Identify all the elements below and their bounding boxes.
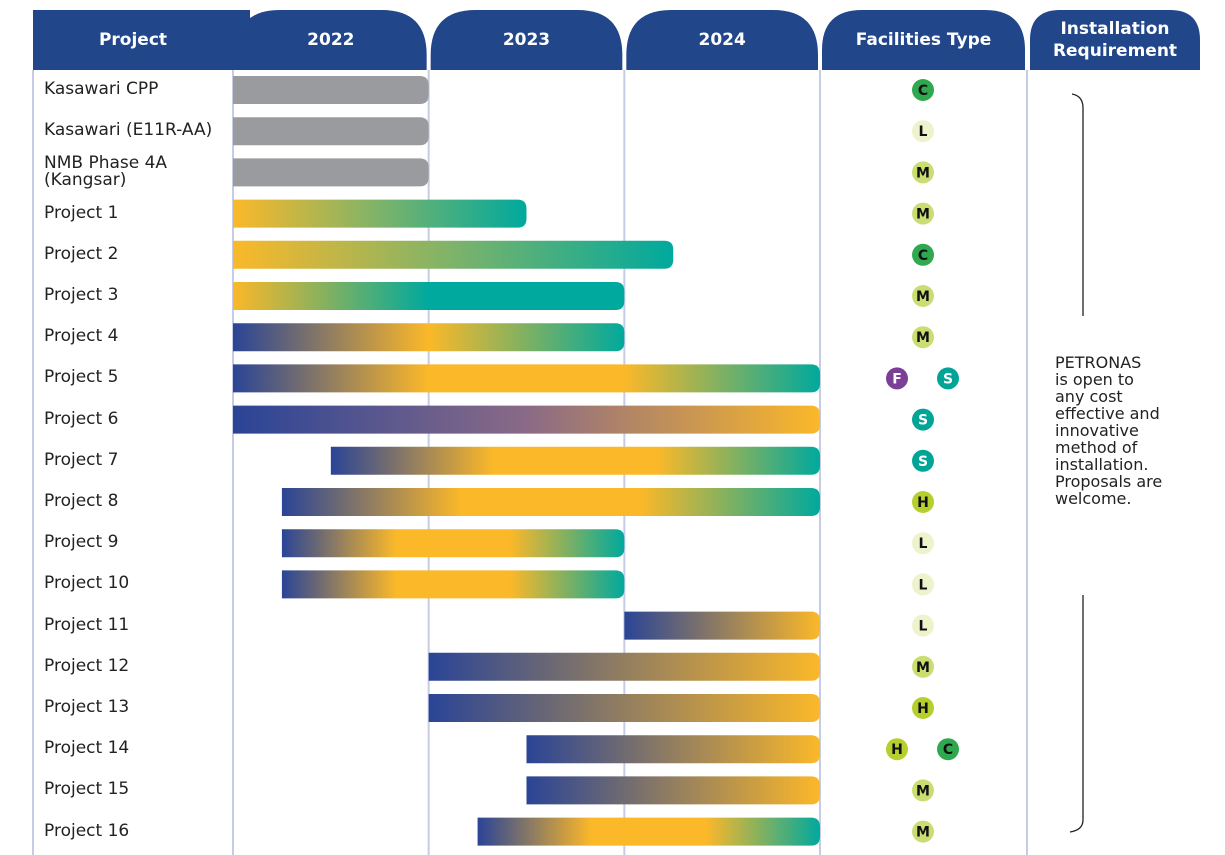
facility-badge <box>912 779 934 802</box>
bar <box>233 117 429 146</box>
bar <box>233 364 820 393</box>
bar <box>477 817 820 846</box>
bar <box>233 405 820 434</box>
facility-badge <box>886 738 908 761</box>
facility-letter: S <box>943 371 953 387</box>
bar <box>281 529 625 558</box>
facility-letter: H <box>917 701 929 717</box>
year-header: 2023 <box>502 30 551 50</box>
facility-badge <box>912 614 934 637</box>
brace <box>1069 93 1084 833</box>
facility-badge <box>912 202 934 225</box>
bar <box>330 446 820 475</box>
bar <box>281 570 625 599</box>
facility-letter: C <box>943 742 953 758</box>
project-name: Project 13 <box>44 697 130 717</box>
facility-letter: M <box>916 783 930 799</box>
project-name: Project 8 <box>44 491 119 511</box>
facility-letter: M <box>916 207 930 223</box>
project-name: Project 16 <box>44 820 130 841</box>
project-name: NMB Phase 4A (Kangsar) <box>44 153 168 191</box>
facility-badge <box>912 285 934 307</box>
facility-badge <box>912 491 934 513</box>
facility-badge <box>912 532 934 555</box>
facility-letter: M <box>916 289 930 305</box>
header-tab <box>430 10 623 70</box>
project-name: Project 12 <box>44 655 130 676</box>
project-name: Kasawari CPP <box>44 79 159 99</box>
facility-badge <box>912 573 934 596</box>
header-tab <box>1030 10 1200 70</box>
project-name: Project 5 <box>44 367 119 388</box>
facility-letter: M <box>916 330 930 346</box>
facility-badge <box>937 738 959 761</box>
facility-badge <box>937 367 959 390</box>
project-name: Project 2 <box>44 243 119 264</box>
bar <box>526 776 820 805</box>
header-tab <box>235 10 427 70</box>
facility-letter: L <box>919 124 928 140</box>
project-name: Project 4 <box>44 326 119 347</box>
project-name: Kasawari (E11R-AA) <box>44 120 213 141</box>
project-name: Project 11 <box>44 614 130 635</box>
facility-letter: H <box>917 495 929 511</box>
bar <box>233 240 674 269</box>
installation-note: PETRONAS is open to any cost effective a… <box>1055 353 1163 508</box>
facility-letter: C <box>918 248 928 264</box>
facility-letter: L <box>919 536 928 552</box>
year-header: 2024 <box>698 30 746 50</box>
facility-badge <box>912 243 934 266</box>
bar <box>233 199 527 228</box>
facility-letter: C <box>918 83 928 99</box>
facility-letter: M <box>916 660 930 676</box>
year-header: 2022 <box>307 30 355 50</box>
facility-badge <box>886 367 908 390</box>
facilities-header: Facilities Type <box>855 30 992 50</box>
facility-badge <box>912 120 934 143</box>
bar <box>428 652 820 681</box>
bar <box>233 323 625 352</box>
facility-badge <box>912 79 934 101</box>
facility-letter: S <box>918 413 928 429</box>
project-name: Project 14 <box>44 738 130 759</box>
project-name: Project 15 <box>44 779 130 800</box>
bar <box>233 76 429 104</box>
bar <box>233 282 625 310</box>
facility-letter: M <box>916 825 930 841</box>
project-name: Project 10 <box>44 573 130 594</box>
facility-badge <box>912 697 934 719</box>
facility-badge <box>912 655 934 678</box>
facility-badge <box>912 161 934 184</box>
project-name: Project 6 <box>44 408 119 429</box>
bar <box>624 611 820 640</box>
header-tab <box>33 10 250 70</box>
project-name: Project 1 <box>44 202 119 223</box>
header-tab <box>822 10 1025 70</box>
bar <box>233 158 429 187</box>
bar <box>281 488 821 516</box>
facility-badge <box>912 449 934 472</box>
project-name: Project 7 <box>44 449 119 470</box>
bar <box>428 694 820 722</box>
facility-letter: F <box>892 371 902 387</box>
facility-badge <box>912 326 934 349</box>
installation-header: Installation Requirement <box>1052 19 1178 61</box>
facility-letter: H <box>891 742 903 758</box>
facility-letter: S <box>918 454 928 470</box>
project-name: Project 3 <box>44 285 119 305</box>
project-header: Project <box>98 30 168 50</box>
facility-badge <box>912 408 934 431</box>
header-tab <box>626 10 818 70</box>
facility-letter: L <box>919 619 928 635</box>
facility-letter: M <box>916 165 930 181</box>
facility-letter: L <box>919 577 928 593</box>
facility-badge <box>912 820 934 843</box>
project-name: Project 9 <box>44 532 119 553</box>
bar <box>526 735 820 764</box>
